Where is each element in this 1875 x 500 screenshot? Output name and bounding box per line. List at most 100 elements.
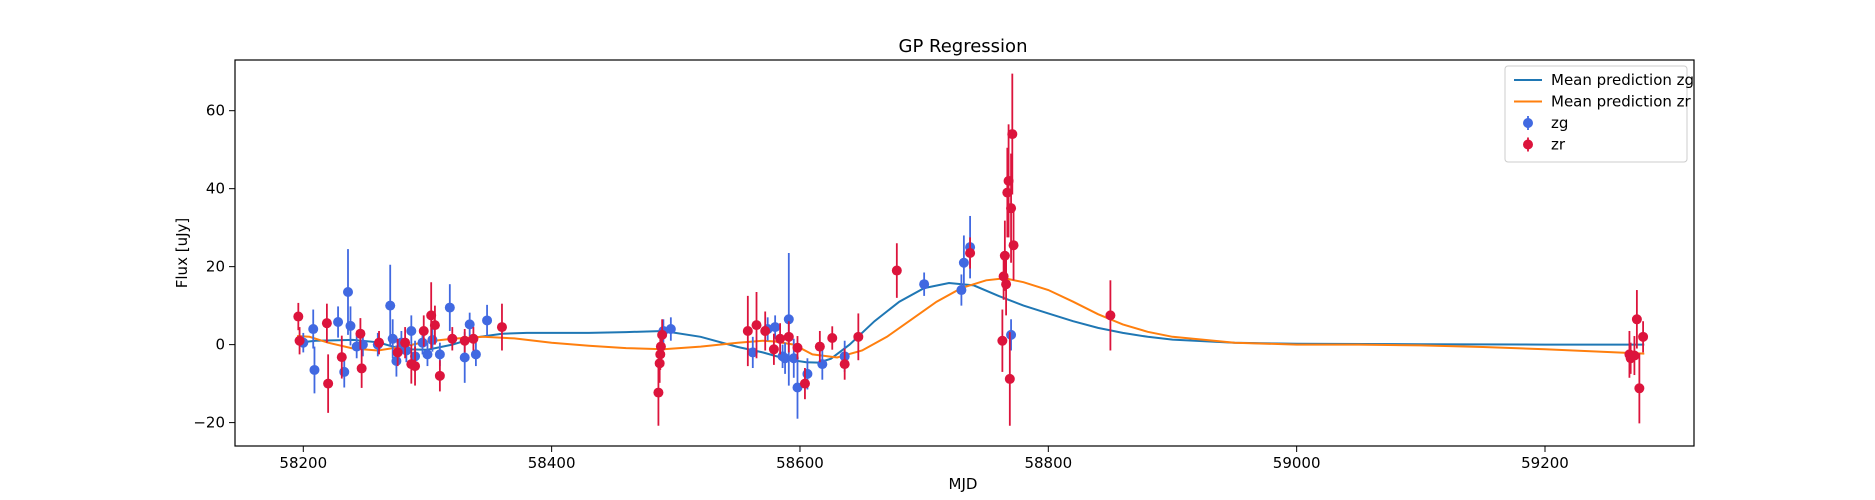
data-point-zg xyxy=(459,352,470,363)
data-point-zr xyxy=(1001,279,1012,290)
series-zr xyxy=(293,73,1649,426)
data-point-zr xyxy=(321,318,332,329)
y-axis: −20 0 20 40 60 xyxy=(193,102,235,432)
data-point-zr xyxy=(655,341,666,352)
data-point-zr xyxy=(392,347,403,358)
data-point-zr xyxy=(1638,331,1649,342)
data-point-zg xyxy=(802,368,813,379)
data-point-zr xyxy=(294,335,305,346)
data-point-zr xyxy=(400,337,411,348)
data-point-zr xyxy=(768,344,779,355)
data-point-zr xyxy=(356,363,367,374)
x-axis-label: MJD xyxy=(949,475,978,493)
data-point-zg xyxy=(342,286,353,297)
x-tick-label: 59200 xyxy=(1521,454,1569,472)
data-point-zr xyxy=(853,331,864,342)
data-point-zr xyxy=(751,320,762,331)
data-point-zr xyxy=(336,352,347,363)
data-point-zg xyxy=(783,314,794,325)
data-point-zr xyxy=(429,320,440,331)
data-point-zr xyxy=(1008,240,1019,251)
data-point-zg xyxy=(391,356,402,367)
data-point-zg xyxy=(956,285,967,296)
data-point-zg xyxy=(444,302,455,313)
data-point-zr xyxy=(374,337,385,348)
data-point-zg xyxy=(792,382,803,393)
data-point-zr xyxy=(418,325,429,336)
data-point-zr xyxy=(775,333,786,344)
y-tick-label: 0 xyxy=(215,336,225,354)
data-point-zg xyxy=(464,319,475,330)
data-point-zr xyxy=(434,370,445,381)
data-point-zr xyxy=(891,265,902,276)
data-point-zr xyxy=(814,341,825,352)
data-point-zg xyxy=(417,337,428,348)
data-point-zg xyxy=(482,315,493,326)
x-axis: 58200 58400 58600 58800 59000 59200 xyxy=(279,446,1569,472)
x-tick-label: 58400 xyxy=(528,454,576,472)
data-point-zg xyxy=(333,317,344,328)
data-point-zr xyxy=(1629,350,1640,361)
x-tick-label: 58200 xyxy=(279,454,327,472)
data-point-zr xyxy=(1004,373,1015,384)
data-point-zr xyxy=(760,325,771,336)
data-point-zg xyxy=(401,345,412,356)
data-point-zg xyxy=(788,353,799,364)
data-point-zr xyxy=(468,333,479,344)
data-point-zg xyxy=(308,324,319,335)
data-point-zr xyxy=(293,311,304,322)
data-point-zr xyxy=(1002,187,1013,198)
y-tick-label: 60 xyxy=(206,102,225,120)
x-tick-label: 58600 xyxy=(776,454,824,472)
data-point-zg xyxy=(339,366,350,377)
y-tick-label: −20 xyxy=(193,414,225,432)
legend-swatch-marker xyxy=(1523,139,1533,150)
legend-label: Mean prediction zg xyxy=(1551,71,1694,89)
data-point-zg xyxy=(427,334,438,345)
data-point-zr xyxy=(653,387,664,398)
data-point-zr xyxy=(827,332,838,343)
data-point-zr xyxy=(459,335,470,346)
legend: Mean prediction zg Mean prediction zr zg zr xyxy=(1504,65,1694,163)
data-point-zg xyxy=(434,349,445,360)
x-tick-label: 59000 xyxy=(1273,454,1321,472)
data-point-zr xyxy=(1634,383,1645,394)
y-axis-label: Flux [uJy] xyxy=(173,218,191,288)
legend-box xyxy=(1504,65,1688,163)
mean-line-zg xyxy=(296,281,1645,364)
data-point-zg xyxy=(919,279,930,290)
data-point-zr xyxy=(839,359,850,370)
legend-label: zg xyxy=(1551,114,1568,132)
data-point-zg xyxy=(387,333,398,344)
legend-label: zr xyxy=(1551,136,1566,154)
data-point-zr xyxy=(447,333,458,344)
data-point-zg xyxy=(747,347,758,358)
data-point-zr xyxy=(783,331,794,342)
data-point-zr xyxy=(1006,203,1017,214)
data-point-zr xyxy=(496,322,507,333)
y-tick-label: 20 xyxy=(206,258,225,276)
data-point-zg xyxy=(817,359,828,370)
data-point-zr xyxy=(426,310,437,321)
data-point-zg xyxy=(1006,329,1017,340)
data-point-zr xyxy=(1007,129,1018,140)
mean-line-zr xyxy=(297,277,1645,359)
data-point-zr xyxy=(410,361,421,372)
data-point-zg xyxy=(385,300,396,311)
x-tick-label: 58800 xyxy=(1024,454,1072,472)
data-point-zg xyxy=(665,324,676,335)
data-point-zr xyxy=(742,325,753,336)
data-point-zr xyxy=(999,250,1010,261)
data-point-zg xyxy=(770,322,781,333)
data-point-zg xyxy=(470,349,481,360)
data-point-zr xyxy=(323,378,334,389)
legend-swatch-marker xyxy=(1523,118,1533,128)
data-point-zg xyxy=(958,257,969,268)
data-point-zg xyxy=(780,353,791,364)
data-point-zr xyxy=(792,342,803,353)
axes-frame xyxy=(234,59,1695,447)
data-point-zg xyxy=(422,349,433,360)
data-point-zg xyxy=(309,364,320,375)
